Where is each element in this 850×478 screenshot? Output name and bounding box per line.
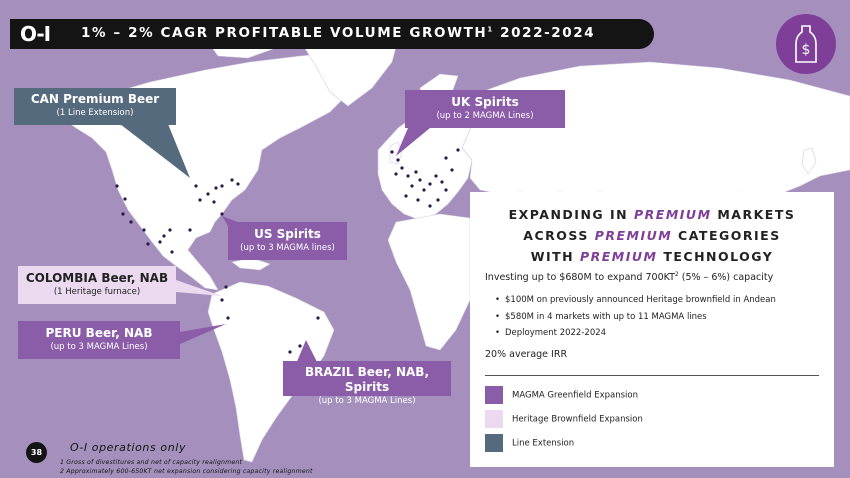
- callout-subtitle: (up to 3 MAGMA Lines): [50, 342, 148, 352]
- operations-note: O-I operations only: [70, 441, 187, 454]
- callout-can-premium-beer: CAN Premium Beer (1 Line Extension): [14, 88, 176, 125]
- irr-text: 20% average IRR: [485, 349, 568, 360]
- legend-magma: MAGMA Greenfield Expansion: [485, 386, 638, 404]
- callout-title: US Spirits: [254, 227, 321, 241]
- header-bar: O-I 1% – 2% CAGR PROFITABLE VOLUME GROWT…: [10, 19, 654, 49]
- footnote-2: 2 Approximately 600-650KT net expansion …: [60, 468, 313, 475]
- panel-headline: EXPANDING IN PREMIUM MARKETS ACROSS PREM…: [508, 207, 796, 264]
- asia-landmass: [461, 61, 850, 197]
- page-title: 1% – 2% CAGR PROFITABLE VOLUME GROWTH1 2…: [81, 25, 596, 41]
- divider: [485, 375, 819, 376]
- info-panel: EXPANDING IN PREMIUM MARKETS ACROSS PREM…: [470, 192, 834, 467]
- callout-title: CAN Premium Beer: [30, 92, 160, 106]
- peru-callout-pointer: [180, 324, 226, 344]
- legend-heritage: Heritage Brownfield Expansion: [485, 410, 643, 428]
- callout-subtitle: (up to 3 MAGMA lines): [240, 243, 335, 253]
- list-item: $100M on previously announced Heritage b…: [495, 292, 776, 309]
- brazil-callout-pointer: [296, 340, 318, 364]
- callout-us-spirits: US Spirits (up to 3 MAGMA lines): [228, 222, 347, 260]
- uk-landmass: [389, 141, 403, 165]
- callout-title: PERU Beer, NAB: [45, 326, 153, 340]
- uk-callout-pointer: [396, 128, 430, 156]
- callout-subtitle: (up to 3 MAGMA Lines): [318, 396, 416, 406]
- callout-brazil: BRAZIL Beer, NAB, Spirits (up to 3 MAGMA…: [283, 361, 451, 406]
- callout-peru: PERU Beer, NAB (up to 3 MAGMA Lines): [18, 321, 180, 359]
- callout-uk-spirits: UK Spirits (up to 2 MAGMA Lines): [405, 90, 565, 128]
- can-callout-pointer: [120, 124, 190, 178]
- list-item: $580M in 4 markets with up to 11 MAGMA l…: [495, 309, 776, 326]
- callout-colombia: COLOMBIA Beer, NAB (1 Heritage furnace): [18, 266, 176, 304]
- legend-swatch: [485, 434, 503, 452]
- callout-title: COLOMBIA Beer, NAB: [25, 271, 169, 285]
- page-number: 38: [26, 442, 47, 463]
- svg-text:$: $: [802, 42, 811, 58]
- legend-swatch: [485, 410, 503, 428]
- callout-subtitle: (1 Line Extension): [56, 108, 134, 118]
- legend-line-extension: Line Extension: [485, 434, 574, 452]
- oi-logo: O-I: [20, 22, 51, 46]
- callout-subtitle: (up to 2 MAGMA Lines): [436, 111, 534, 121]
- south-america-landmass: [207, 281, 335, 463]
- colombia-callout-pointer: [176, 280, 222, 296]
- investment-summary: Investing up to $680M to expand 700KT2 (…: [485, 271, 774, 284]
- investment-bullets: $100M on previously announced Heritage b…: [495, 292, 776, 342]
- bottle-dollar-icon: $: [776, 14, 836, 74]
- footnote-1: 1 Gross of divestitures and net of capac…: [60, 459, 243, 466]
- list-item: Deployment 2022-2024: [495, 325, 776, 342]
- africa-landmass: [387, 213, 471, 351]
- callout-subtitle: (1 Heritage furnace): [53, 287, 141, 297]
- legend-swatch: [485, 386, 503, 404]
- operation-dot: [115, 184, 119, 188]
- callout-title: UK Spirits: [451, 95, 519, 109]
- callout-title: BRAZIL Beer, NAB, Spirits: [304, 365, 429, 394]
